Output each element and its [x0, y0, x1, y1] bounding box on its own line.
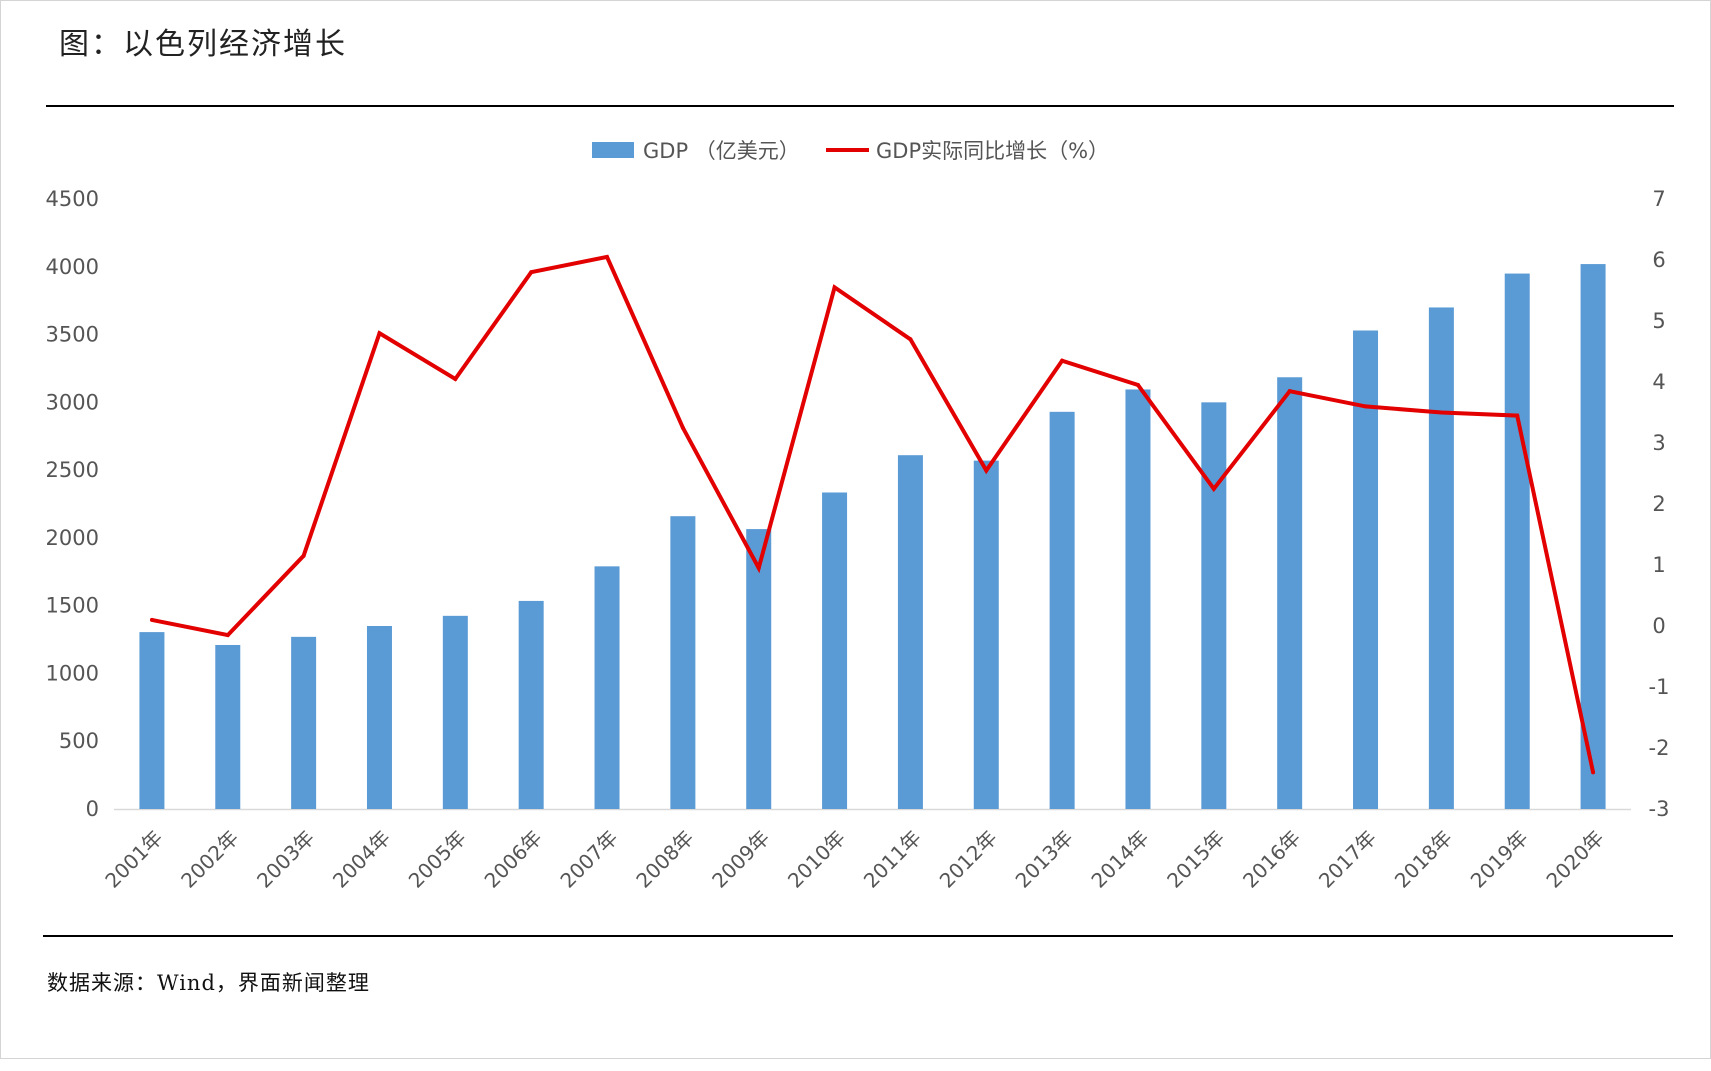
category-label: 2015年 — [1162, 826, 1229, 893]
growth-point — [301, 553, 306, 558]
category-label: 2003年 — [252, 826, 319, 893]
right-tick-label: 1 — [1652, 553, 1665, 577]
growth-point — [149, 617, 154, 622]
gdp-bar — [1353, 330, 1379, 809]
gdp-bar — [139, 632, 165, 809]
gdp-bar — [822, 492, 848, 809]
growth-point — [1135, 383, 1140, 388]
right-axis-ticks: -3 -2 -1 0 1 2 3 4 5 6 7 — [1649, 187, 1670, 821]
right-tick-label: 3 — [1652, 431, 1665, 455]
gdp-bar — [746, 529, 772, 809]
gdp-bar — [973, 460, 999, 809]
category-label: 2002年 — [176, 826, 243, 893]
growth-point — [1060, 358, 1065, 363]
category-label: 2007年 — [555, 826, 622, 893]
left-tick-label: 4500 — [46, 187, 99, 211]
category-label: 2004年 — [328, 826, 395, 893]
category-label: 2010年 — [783, 826, 850, 893]
growth-point — [680, 425, 685, 430]
left-tick-label: 2000 — [46, 526, 99, 550]
right-tick-label: 0 — [1652, 614, 1665, 638]
category-label: 2014年 — [1086, 826, 1153, 893]
left-tick-label: 2500 — [46, 458, 99, 482]
gdp-bar — [1277, 377, 1303, 809]
growth-point — [605, 254, 610, 259]
gdp-bar — [291, 636, 317, 809]
gdp-bar — [594, 566, 620, 809]
growth-point — [1287, 389, 1292, 394]
legend-label-growth: GDP实际同比增长（%） — [876, 139, 1109, 163]
gdp-bar — [442, 615, 468, 809]
right-tick-label: 4 — [1652, 370, 1665, 394]
right-tick-label: -1 — [1649, 675, 1670, 699]
category-label: 2016年 — [1238, 826, 1305, 893]
growth-point — [908, 337, 913, 342]
left-tick-label: 1500 — [46, 594, 99, 618]
left-tick-label: 4000 — [46, 255, 99, 279]
category-label: 2020年 — [1542, 826, 1609, 893]
right-tick-label: -2 — [1649, 736, 1670, 760]
category-label: 2019年 — [1466, 826, 1533, 893]
left-tick-label: 3500 — [46, 323, 99, 347]
gdp-bar — [215, 644, 241, 809]
growth-point — [1211, 486, 1216, 491]
gdp-bar — [1125, 389, 1151, 809]
growth-point — [529, 270, 534, 275]
category-label: 2009年 — [707, 826, 774, 893]
growth-point — [453, 376, 458, 381]
category-label: 2008年 — [631, 826, 698, 893]
growth-line — [151, 254, 1596, 773]
left-tick-label: 0 — [86, 797, 99, 821]
category-label: 2012年 — [935, 826, 1002, 893]
left-tick-label: 500 — [59, 729, 99, 753]
gdp-bar — [366, 626, 392, 809]
gdp-bar — [518, 600, 544, 809]
category-label: 2018年 — [1390, 826, 1457, 893]
growth-line-layer — [149, 254, 1596, 775]
gdp-bar — [897, 455, 923, 809]
growth-point — [756, 566, 761, 571]
right-tick-label: 6 — [1652, 248, 1665, 272]
gdp-bar — [1580, 264, 1606, 810]
source-note: 数据来源：Wind，界面新闻整理 — [47, 971, 370, 995]
category-label: 2001年 — [100, 826, 167, 893]
gdp-bar — [1201, 402, 1227, 809]
growth-point — [1591, 770, 1596, 775]
growth-point — [1439, 410, 1444, 415]
category-label: 2013年 — [1011, 826, 1078, 893]
legend-swatch-gdp — [592, 142, 634, 158]
growth-point — [1515, 413, 1520, 418]
legend: GDP （亿美元） GDP实际同比增长（%） — [592, 139, 1109, 163]
right-tick-label: -3 — [1649, 797, 1670, 821]
category-label: 2006年 — [480, 826, 547, 893]
gdp-bar — [1049, 411, 1075, 809]
growth-point — [225, 633, 230, 638]
gdp-bar — [1428, 307, 1454, 809]
growth-point — [832, 285, 837, 290]
category-label: 2005年 — [404, 826, 471, 893]
legend-label-gdp: GDP （亿美元） — [643, 139, 800, 163]
left-tick-label: 3000 — [46, 390, 99, 414]
right-tick-label: 5 — [1652, 309, 1665, 333]
left-axis-ticks: 0 500 1000 1500 2000 2500 3000 3500 4000 4500 — [46, 187, 99, 821]
gdp-bar — [670, 516, 696, 809]
left-tick-label: 1000 — [46, 661, 99, 685]
growth-point — [377, 331, 382, 336]
right-tick-label: 2 — [1652, 492, 1665, 516]
category-label: 2011年 — [859, 826, 926, 893]
category-label: 2017年 — [1314, 826, 1381, 893]
right-tick-label: 7 — [1652, 187, 1665, 211]
growth-point — [984, 468, 989, 473]
gdp-bars — [139, 264, 1606, 810]
gdp-bar — [1504, 273, 1530, 809]
category-labels: 2001年 2002年 2003年 2004年 2005年 2006年 2007年 2008年… — [100, 826, 1608, 893]
growth-point — [1363, 404, 1368, 409]
chart-title: 图：以色列经济增长 — [59, 27, 347, 62]
